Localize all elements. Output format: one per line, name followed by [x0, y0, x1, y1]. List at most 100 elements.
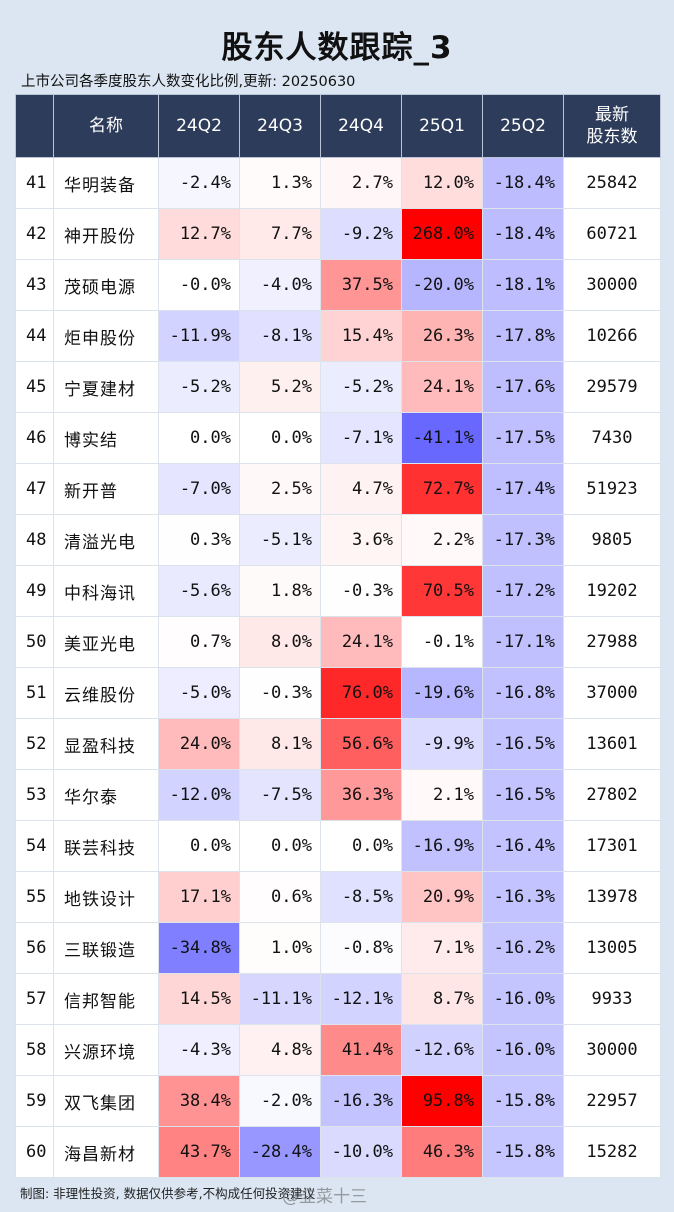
change-cell: -17.5%	[482, 412, 564, 464]
change-cell: 38.4%	[158, 1075, 240, 1127]
change-cell: 8.1%	[239, 718, 321, 770]
change-cell: 1.0%	[239, 922, 321, 974]
change-cell: -0.3%	[239, 667, 321, 719]
header-24q4: 24Q4	[320, 94, 402, 158]
company-name: 信邦智能	[53, 973, 159, 1025]
shareholder-count: 37000	[563, 667, 661, 719]
row-index: 55	[15, 871, 54, 923]
change-cell: 24.1%	[320, 616, 402, 668]
change-cell: 0.0%	[158, 820, 240, 872]
table-row: 58 兴源环境 -4.3% 4.8% 41.4% -12.6% -16.0% 30000	[15, 1024, 661, 1076]
change-cell: 5.2%	[239, 361, 321, 413]
change-cell: -5.1%	[239, 514, 321, 566]
header-25q2: 25Q2	[482, 94, 564, 158]
watermark: @韭菜十三	[282, 1187, 367, 1207]
change-cell: -15.8%	[482, 1126, 564, 1178]
header-latest-count-label: 最新 股东数	[586, 105, 638, 147]
row-index: 52	[15, 718, 54, 770]
table-row: 49 中科海讯 -5.6% 1.8% -0.3% 70.5% -17.2% 19202	[15, 565, 661, 617]
row-index: 56	[15, 922, 54, 974]
change-cell: 70.5%	[401, 565, 483, 617]
change-cell: -9.2%	[320, 208, 402, 260]
change-cell: -2.4%	[158, 157, 240, 209]
row-index: 41	[15, 157, 54, 209]
shareholder-count: 9805	[563, 514, 661, 566]
change-cell: -2.0%	[239, 1075, 321, 1127]
change-cell: -0.1%	[401, 616, 483, 668]
change-cell: 4.8%	[239, 1024, 321, 1076]
change-cell: -16.8%	[482, 667, 564, 719]
change-cell: 8.7%	[401, 973, 483, 1025]
table-row: 57 信邦智能 14.5% -11.1% -12.1% 8.7% -16.0% 9933	[15, 973, 661, 1025]
change-cell: -4.0%	[239, 259, 321, 311]
change-cell: 2.1%	[401, 769, 483, 821]
change-cell: -16.0%	[482, 1024, 564, 1076]
change-cell: 7.7%	[239, 208, 321, 260]
change-cell: -10.0%	[320, 1126, 402, 1178]
row-index: 58	[15, 1024, 54, 1076]
change-cell: 0.0%	[239, 820, 321, 872]
change-cell: 12.0%	[401, 157, 483, 209]
table-row: 47 新开普 -7.0% 2.5% 4.7% 72.7% -17.4% 51923	[15, 463, 661, 515]
page-title: 股东人数跟踪_3	[221, 30, 453, 66]
change-cell: -17.4%	[482, 463, 564, 515]
header-row: 名称 24Q2 24Q3 24Q4 25Q1 25Q2 最新 股东数	[15, 94, 661, 158]
change-cell: -16.4%	[482, 820, 564, 872]
company-name: 神开股份	[53, 208, 159, 260]
row-index: 60	[15, 1126, 54, 1178]
shareholder-count: 10266	[563, 310, 661, 362]
table-row: 52 显盈科技 24.0% 8.1% 56.6% -9.9% -16.5% 13601	[15, 718, 661, 770]
change-cell: 43.7%	[158, 1126, 240, 1178]
change-cell: -19.6%	[401, 667, 483, 719]
change-cell: 1.3%	[239, 157, 321, 209]
change-cell: 268.0%	[401, 208, 483, 260]
change-cell: -0.8%	[320, 922, 402, 974]
footer-note: 制图: 非理性投资, 数据仅供参考,不构成任何投资建议	[20, 1186, 316, 1201]
shareholder-count: 19202	[563, 565, 661, 617]
change-cell: -18.4%	[482, 157, 564, 209]
shareholder-count: 15282	[563, 1126, 661, 1178]
change-cell: -7.0%	[158, 463, 240, 515]
header-25q1: 25Q1	[401, 94, 483, 158]
table-row: 56 三联锻造 -34.8% 1.0% -0.8% 7.1% -16.2% 13005	[15, 922, 661, 974]
company-name: 华尔泰	[53, 769, 159, 821]
change-cell: 7.1%	[401, 922, 483, 974]
change-cell: 72.7%	[401, 463, 483, 515]
company-name: 海昌新材	[53, 1126, 159, 1178]
company-name: 华明装备	[53, 157, 159, 209]
company-name: 博实结	[53, 412, 159, 464]
change-cell: -8.1%	[239, 310, 321, 362]
table-row: 50 美亚光电 0.7% 8.0% 24.1% -0.1% -17.1% 27988	[15, 616, 661, 668]
shareholder-count: 7430	[563, 412, 661, 464]
change-cell: 0.3%	[158, 514, 240, 566]
company-name: 双飞集团	[53, 1075, 159, 1127]
row-index: 42	[15, 208, 54, 260]
row-index: 51	[15, 667, 54, 719]
row-index: 53	[15, 769, 54, 821]
shareholder-count: 9933	[563, 973, 661, 1025]
change-cell: 0.7%	[158, 616, 240, 668]
change-cell: -16.0%	[482, 973, 564, 1025]
change-cell: 0.0%	[158, 412, 240, 464]
change-cell: 24.0%	[158, 718, 240, 770]
table-row: 45 宁夏建材 -5.2% 5.2% -5.2% 24.1% -17.6% 29579	[15, 361, 661, 413]
change-cell: -17.8%	[482, 310, 564, 362]
shareholder-count: 13601	[563, 718, 661, 770]
change-cell: -5.0%	[158, 667, 240, 719]
change-cell: 0.0%	[320, 820, 402, 872]
change-cell: 2.7%	[320, 157, 402, 209]
change-cell: 24.1%	[401, 361, 483, 413]
change-cell: 15.4%	[320, 310, 402, 362]
change-cell: -12.6%	[401, 1024, 483, 1076]
change-cell: 8.0%	[239, 616, 321, 668]
table-row: 41 华明装备 -2.4% 1.3% 2.7% 12.0% -18.4% 25842	[15, 157, 661, 209]
table-body: 41 华明装备 -2.4% 1.3% 2.7% 12.0% -18.4% 25842 42 神开股…	[15, 157, 661, 1178]
header-24q2: 24Q2	[158, 94, 240, 158]
shareholder-count: 51923	[563, 463, 661, 515]
company-name: 茂硕电源	[53, 259, 159, 311]
change-cell: -16.9%	[401, 820, 483, 872]
change-cell: 4.7%	[320, 463, 402, 515]
change-cell: -5.2%	[158, 361, 240, 413]
change-cell: 37.5%	[320, 259, 402, 311]
change-cell: 41.4%	[320, 1024, 402, 1076]
